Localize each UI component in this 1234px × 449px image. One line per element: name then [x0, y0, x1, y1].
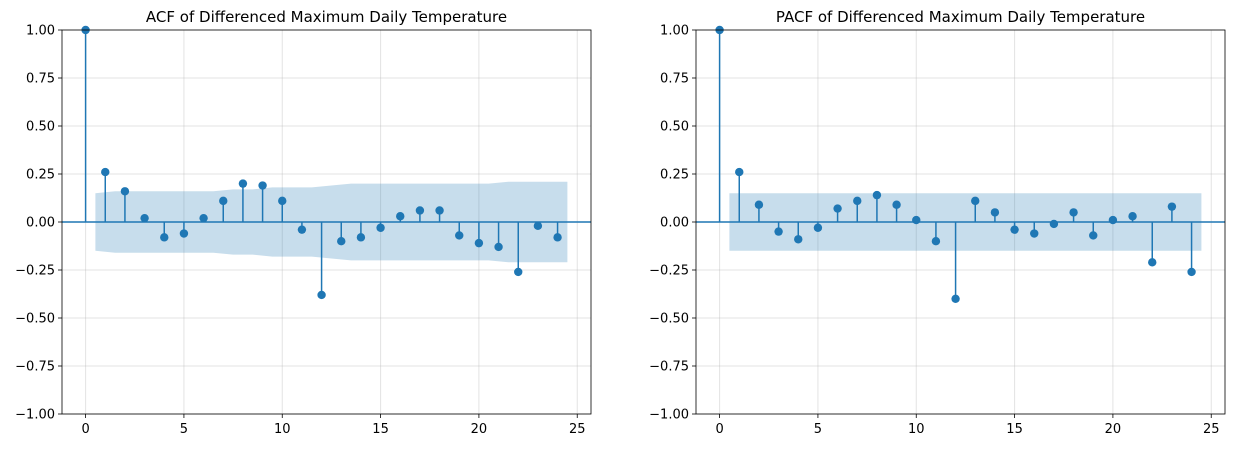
pacf-point-lag-4	[794, 235, 803, 244]
acf-panel: 0 5 10 15 20 25 −1.00 −0.75 −0.50 −0.25 0.00 0.25 0.…	[15, 8, 592, 437]
acf-xtick-label: 15	[372, 422, 389, 437]
pacf-point-lag-1	[735, 167, 744, 177]
acf-point-lag-7	[219, 196, 228, 206]
pacf-point-lag-22	[1148, 258, 1157, 267]
pacf-point-lag-8	[872, 190, 882, 200]
acf-point-lag-2	[120, 187, 130, 196]
pacf-xtick-label: 10	[908, 422, 925, 437]
acf-point-lag-10	[278, 196, 287, 206]
acf-point-lag-16	[396, 212, 405, 221]
pacf-point-lag-2	[754, 200, 764, 209]
pacf-point-lag-23	[1167, 202, 1177, 211]
acf-point-lag-15	[376, 223, 385, 232]
pacf-point-lag-7	[853, 196, 862, 206]
acf-ytick-label: −0.25	[15, 264, 55, 279]
acf-point-lag-4	[160, 233, 169, 242]
pacf-ytick-label: 0.25	[660, 168, 689, 183]
acf-ytick-label: 0.75	[26, 72, 55, 87]
pacf-point-lag-20	[1108, 215, 1118, 225]
acf-ytick-label: −0.75	[15, 360, 55, 375]
acf-point-lag-11	[297, 225, 307, 234]
pacf-point-lag-24	[1187, 267, 1196, 277]
pacf-ytick-label: 0.00	[660, 216, 689, 231]
acf-ytick-label: 0.00	[26, 216, 55, 231]
pacf-point-lag-6	[833, 204, 842, 213]
acf-ytick-label: 1.00	[26, 24, 55, 39]
pacf-point-lag-9	[892, 200, 901, 209]
pacf-xtick-label: 0	[715, 422, 723, 437]
pacf-point-lag-19	[1089, 231, 1098, 240]
acf-ytick-label: −1.00	[15, 408, 55, 423]
pacf-ytick-label: −0.75	[649, 360, 689, 375]
acf-xtick-label: 25	[569, 422, 586, 437]
pacf-point-lag-15	[1010, 225, 1019, 234]
acf-point-lag-6	[199, 213, 208, 223]
pacf-point-lag-12	[951, 294, 960, 303]
pacf-point-lag-17	[1049, 219, 1059, 229]
acf-point-lag-24	[553, 233, 562, 242]
acf-point-lag-13	[337, 237, 346, 246]
pacf-ytick-label: −0.50	[649, 312, 689, 327]
pacf-point-lag-13	[971, 196, 980, 206]
acf-point-lag-17	[415, 206, 425, 215]
pacf-point-lag-3	[774, 227, 783, 236]
acf-point-lag-12	[317, 290, 326, 300]
pacf-ytick-label: −1.00	[649, 408, 689, 423]
acf-point-lag-18	[435, 206, 444, 215]
acf-point-lag-1	[101, 167, 110, 177]
acf-point-lag-14	[356, 233, 366, 242]
acf-xtick-label: 0	[81, 422, 89, 437]
acf-point-lag-20	[474, 238, 484, 248]
pacf-point-lag-5	[813, 223, 823, 232]
pacf-ytick-label: 0.75	[660, 72, 689, 87]
pacf-xtick-label: 20	[1105, 422, 1122, 437]
acf-chart-title: ACF of Differenced Maximum Daily Tempera…	[146, 8, 507, 26]
pacf-xtick-label: 15	[1006, 422, 1023, 437]
pacf-point-lag-14	[990, 208, 1000, 217]
pacf-point-lag-18	[1069, 208, 1078, 217]
acf-xtick-label: 10	[274, 422, 291, 437]
acf-point-lag-21	[494, 242, 503, 252]
pacf-point-lag-21	[1128, 212, 1137, 221]
pacf-point-lag-16	[1030, 229, 1039, 238]
acf-point-lag-8	[238, 179, 248, 188]
acf-point-lag-5	[179, 229, 189, 238]
acf-xtick-label: 5	[180, 422, 188, 437]
acf-ytick-label: −0.50	[15, 312, 55, 327]
acf-point-lag-23	[533, 221, 543, 231]
pacf-ytick-label: 0.50	[660, 120, 689, 135]
pacf-chart-title: PACF of Differenced Maximum Daily Temper…	[776, 8, 1145, 26]
acf-point-lag-19	[455, 231, 464, 240]
pacf-ytick-label: −0.25	[649, 264, 689, 279]
acf-point-lag-22	[514, 267, 523, 277]
acf-xtick-label: 20	[471, 422, 488, 437]
pacf-panel: 0 5 10 15 20 25 −1.00 −0.75 −0.50 −0.25 0.00 0.25 0.…	[649, 8, 1226, 437]
pacf-xtick-label: 25	[1203, 422, 1220, 437]
acf-point-lag-3	[140, 213, 149, 223]
pacf-xtick-label: 5	[814, 422, 822, 437]
acf-ytick-label: 0.25	[26, 168, 55, 183]
pacf-ytick-label: 1.00	[660, 24, 689, 39]
pacf-point-lag-10	[912, 215, 921, 225]
pacf-point-lag-11	[931, 237, 941, 246]
acf-point-lag-9	[258, 181, 267, 190]
acf-ytick-label: 0.50	[26, 120, 55, 135]
